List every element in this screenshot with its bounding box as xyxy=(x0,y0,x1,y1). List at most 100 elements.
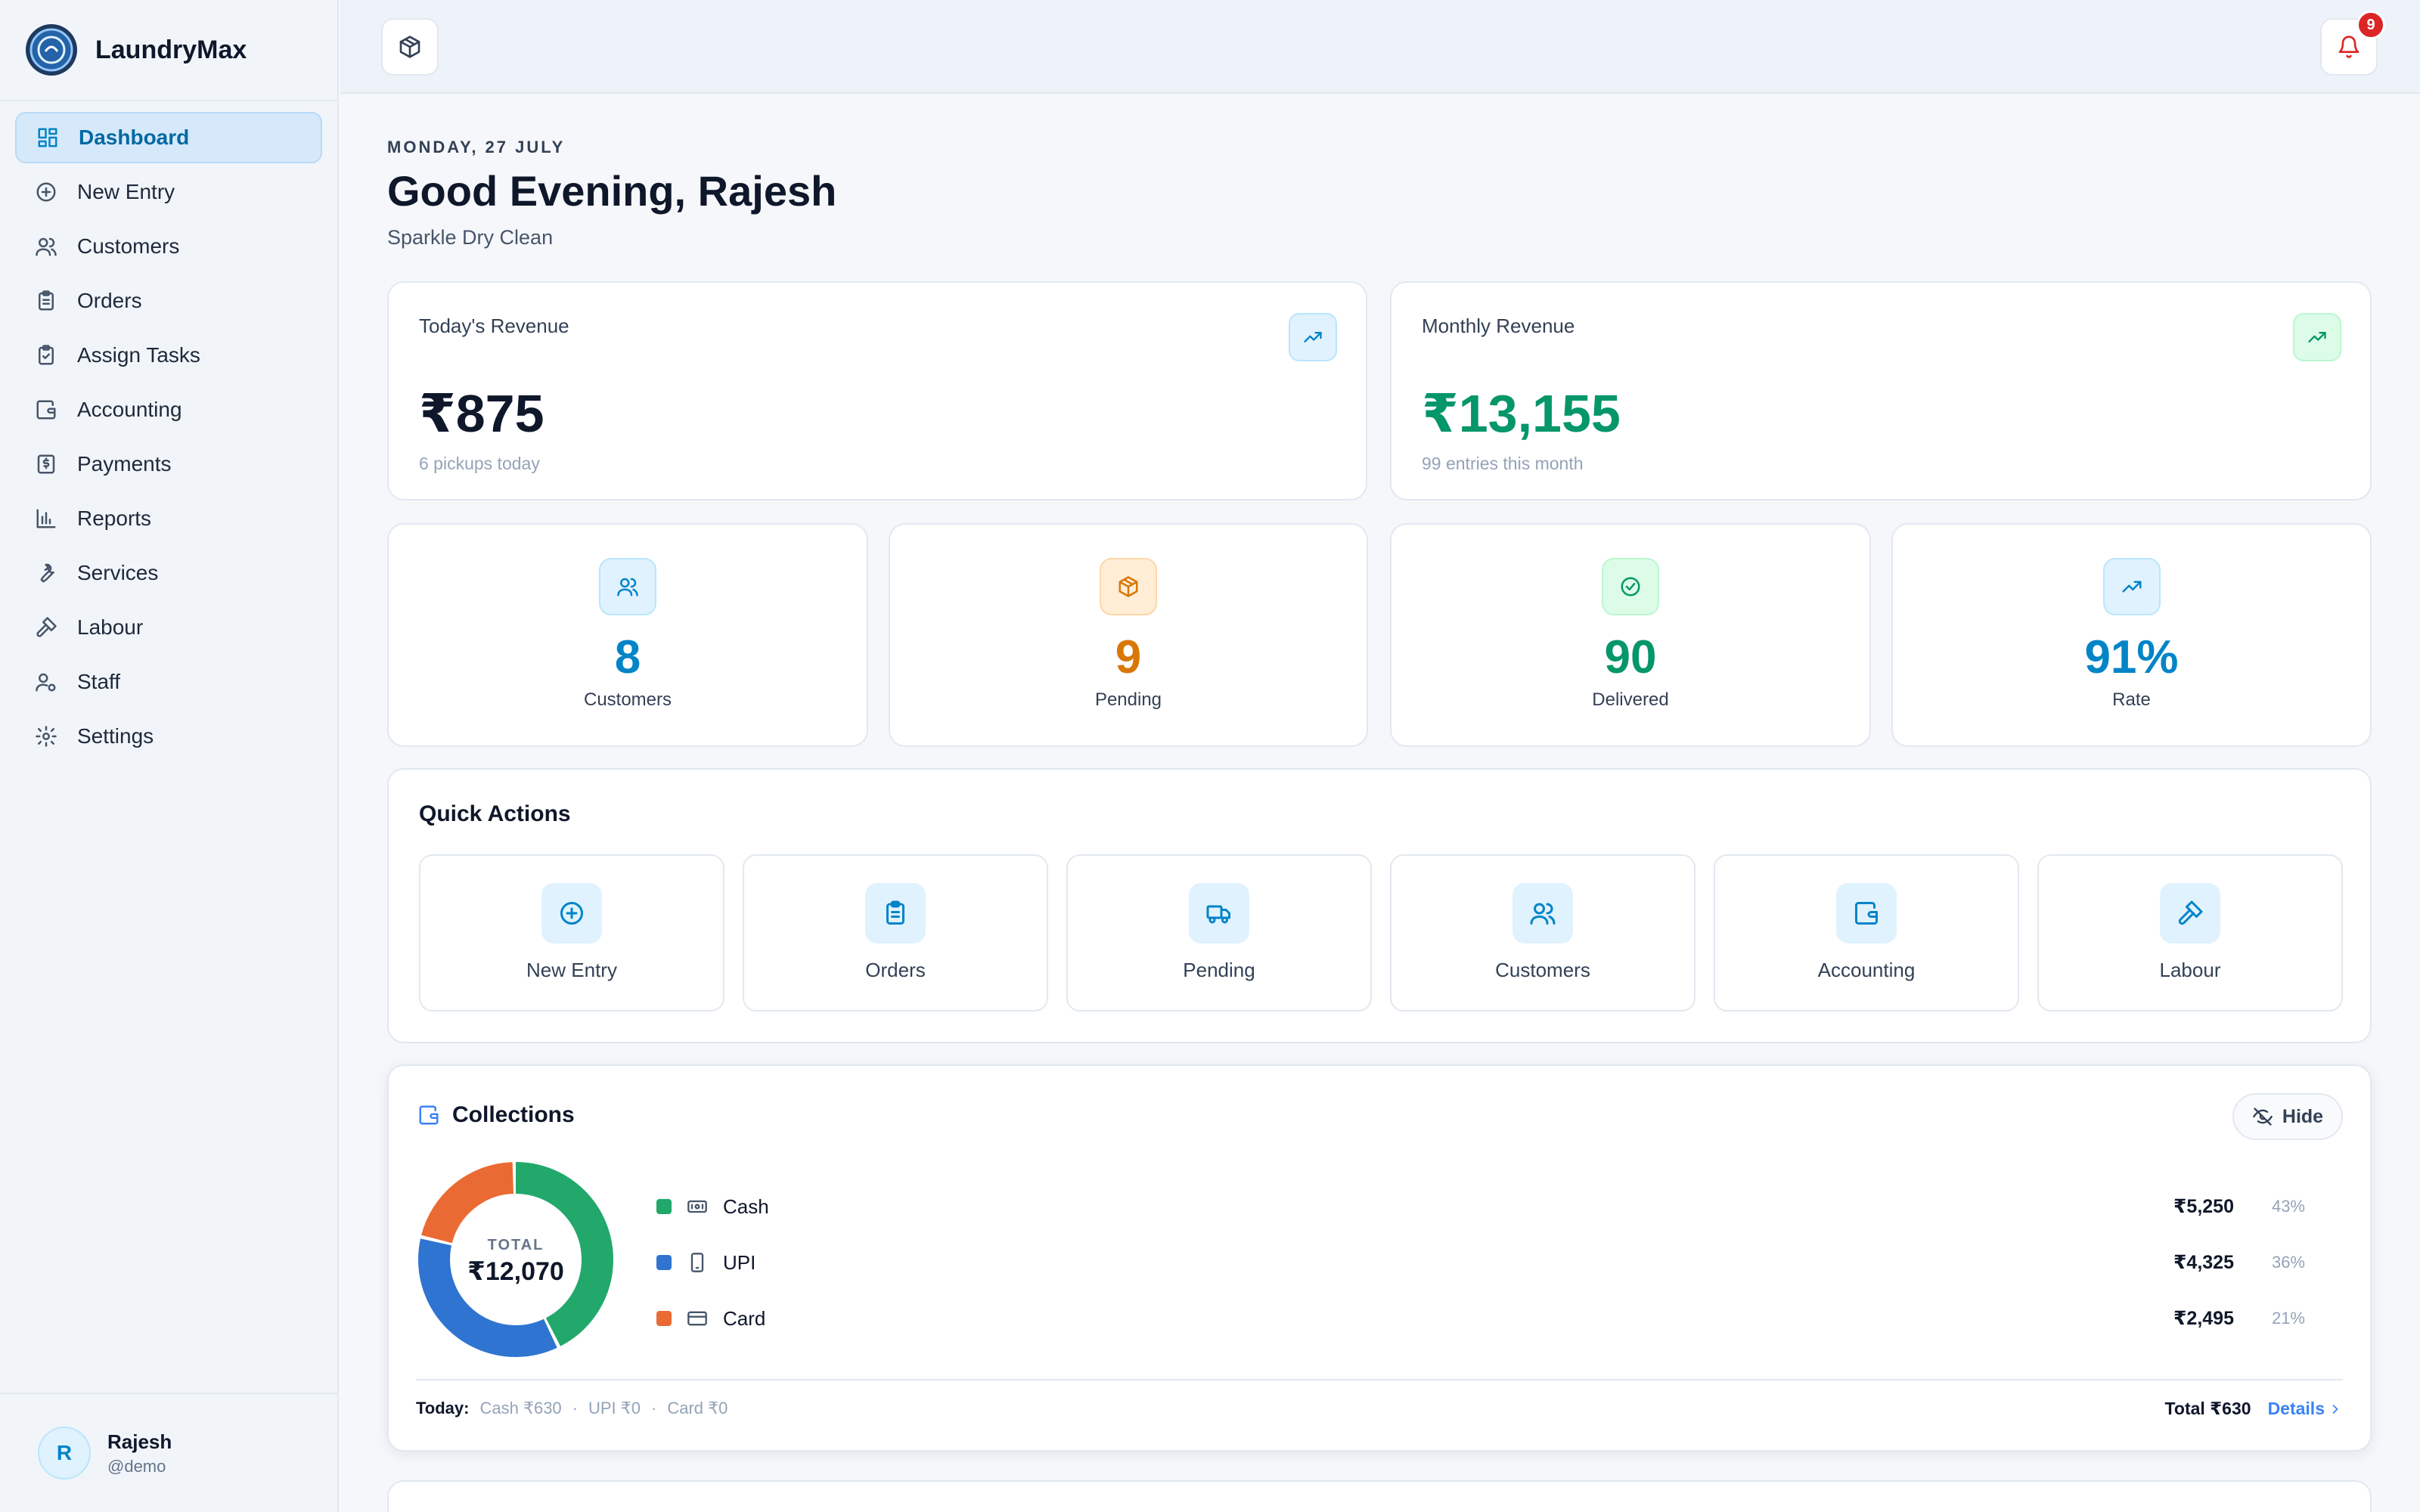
stat-value: 91% xyxy=(2084,631,2179,683)
legend-amount: ₹4,325 xyxy=(2173,1252,2234,1273)
user-profile[interactable]: R Rajesh @demo xyxy=(0,1393,337,1512)
sidebar-item-label: Accounting xyxy=(77,398,182,421)
cash-icon xyxy=(687,1200,707,1213)
quick-action-orders[interactable]: Orders xyxy=(743,854,1048,1012)
quick-action-accounting[interactable]: Accounting xyxy=(1714,854,2019,1012)
check-circle-icon xyxy=(1602,558,1659,615)
package-icon xyxy=(1100,558,1157,615)
wallet-icon xyxy=(419,1105,439,1125)
sidebar-item-dashboard[interactable]: Dashboard xyxy=(15,112,322,163)
hammer-icon xyxy=(36,617,57,637)
collections-card: Collections Hide TOTAL ₹12,070 Cash ₹5,2… xyxy=(387,1064,2372,1452)
sidebar-item-orders[interactable]: Orders xyxy=(15,275,322,327)
hide-button[interactable]: Hide xyxy=(2232,1093,2343,1140)
today-label: Today: xyxy=(416,1399,470,1418)
legend-amount: ₹5,250 xyxy=(2173,1196,2234,1217)
stat-value: 9 xyxy=(1115,631,1142,683)
quick-action-customers[interactable]: Customers xyxy=(1390,854,1696,1012)
logo-icon xyxy=(26,24,77,76)
stat-card-customers[interactable]: 8 Customers xyxy=(387,523,868,747)
plus-circle-icon xyxy=(36,182,56,202)
legend-row-card: Card ₹2,495 21% xyxy=(656,1303,2313,1334)
main-content: MONDAY, 27 JULY Good Evening, Rajesh Spa… xyxy=(387,94,2372,1512)
card-subtitle: 99 entries this month xyxy=(1422,454,1584,473)
stat-label: Delivered xyxy=(1592,689,1669,710)
separator: · xyxy=(651,1399,657,1418)
clipboard-icon xyxy=(865,883,926,943)
details-link[interactable]: Details xyxy=(2268,1399,2343,1419)
wallet-icon xyxy=(36,400,56,420)
package-button[interactable] xyxy=(381,18,439,76)
sidebar-item-services[interactable]: Services xyxy=(15,547,322,599)
sidebar-item-labour[interactable]: Labour xyxy=(15,602,322,653)
topbar: 9 xyxy=(340,0,2420,94)
sidebar-item-label: Staff xyxy=(77,670,121,693)
users-icon xyxy=(599,558,656,615)
quick-action-label: Orders xyxy=(865,959,926,981)
clipboard-check-icon xyxy=(39,345,54,365)
sidebar-item-accounting[interactable]: Accounting xyxy=(15,384,322,435)
truck-icon xyxy=(1189,883,1249,943)
stat-label: Customers xyxy=(583,689,672,710)
today-card: Card ₹0 xyxy=(667,1399,728,1418)
quick-action-pending[interactable]: Pending xyxy=(1066,854,1372,1012)
eye-off-icon xyxy=(2253,1108,2273,1126)
trend-up-icon xyxy=(2102,558,2161,615)
quick-action-labour[interactable]: Labour xyxy=(2037,854,2343,1012)
bell-icon xyxy=(2338,36,2360,58)
hide-label: Hide xyxy=(2282,1105,2324,1127)
notifications-button[interactable]: 9 xyxy=(2320,11,2385,76)
sidebar-item-label: Dashboard xyxy=(79,125,190,149)
stat-card-pending[interactable]: 9 Pending xyxy=(889,523,1368,747)
today-total-row: Total ₹630 Details xyxy=(2165,1399,2343,1419)
stat-card-rate[interactable]: 91% Rate xyxy=(1891,523,2372,747)
section-title: Quick Actions xyxy=(419,801,571,826)
dashboard-icon xyxy=(38,128,57,147)
package-icon xyxy=(399,36,420,58)
clipboard-icon xyxy=(39,290,54,311)
donut-segment-cash xyxy=(418,1162,613,1357)
bar-chart-icon xyxy=(36,509,56,528)
sidebar: LaundryMax Dashboard New Entry Customers… xyxy=(0,0,339,1512)
quick-actions-card: Quick Actions New Entry Orders Pending C… xyxy=(387,768,2372,1043)
quick-action-label: New Entry xyxy=(526,959,617,981)
sidebar-item-reports[interactable]: Reports xyxy=(15,493,322,544)
sidebar-item-payments[interactable]: Payments xyxy=(15,438,322,490)
legend-dot xyxy=(656,1255,672,1270)
today-cash: Cash ₹630 xyxy=(479,1399,562,1418)
plus-circle-icon xyxy=(541,883,602,943)
sidebar-item-label: Assign Tasks xyxy=(77,343,200,367)
stat-value: 8 xyxy=(614,631,641,683)
next-section-card xyxy=(387,1480,2372,1512)
legend-dot xyxy=(656,1199,672,1214)
stat-card-delivered[interactable]: 90 Delivered xyxy=(1390,523,1871,747)
legend-percent: 21% xyxy=(2271,1309,2305,1328)
monthly-revenue-value: ₹13,155 xyxy=(1422,384,1621,443)
card-title: Monthly Revenue xyxy=(1422,314,1575,337)
legend-name: Cash xyxy=(723,1194,769,1218)
sidebar-item-label: Services xyxy=(77,561,159,584)
date-label: MONDAY, 27 JULY xyxy=(387,138,566,156)
sidebar-item-assign-tasks[interactable]: Assign Tasks xyxy=(15,330,322,381)
todays-revenue-card: Today's Revenue ₹875 6 pickups today xyxy=(387,281,1367,500)
sidebar-item-staff[interactable]: Staff xyxy=(15,656,322,708)
card-icon xyxy=(687,1311,707,1326)
dollar-receipt-icon xyxy=(37,454,55,474)
stat-label: Rate xyxy=(2112,689,2151,710)
quick-action-label: Pending xyxy=(1183,959,1255,981)
sidebar-item-label: Customers xyxy=(77,234,180,258)
sidebar-item-customers[interactable]: Customers xyxy=(15,221,322,272)
collections-donut-chart xyxy=(418,1162,613,1357)
legend-dot xyxy=(656,1311,672,1326)
chevron-right-icon xyxy=(2332,1404,2338,1414)
trend-up-icon xyxy=(2293,313,2341,361)
user-meta: Rajesh @demo xyxy=(107,1430,172,1476)
legend-amount: ₹2,495 xyxy=(2173,1308,2234,1329)
sidebar-nav: Dashboard New Entry Customers Orders Ass… xyxy=(0,101,337,776)
quick-action-new-entry[interactable]: New Entry xyxy=(419,854,724,1012)
sidebar-item-settings[interactable]: Settings xyxy=(15,711,322,762)
today-total: Total ₹630 xyxy=(2164,1399,2251,1418)
sidebar-item-new-entry[interactable]: New Entry xyxy=(15,166,322,218)
todays-revenue-value: ₹875 xyxy=(419,384,544,443)
legend-row-upi: UPI ₹4,325 36% xyxy=(656,1247,2313,1278)
